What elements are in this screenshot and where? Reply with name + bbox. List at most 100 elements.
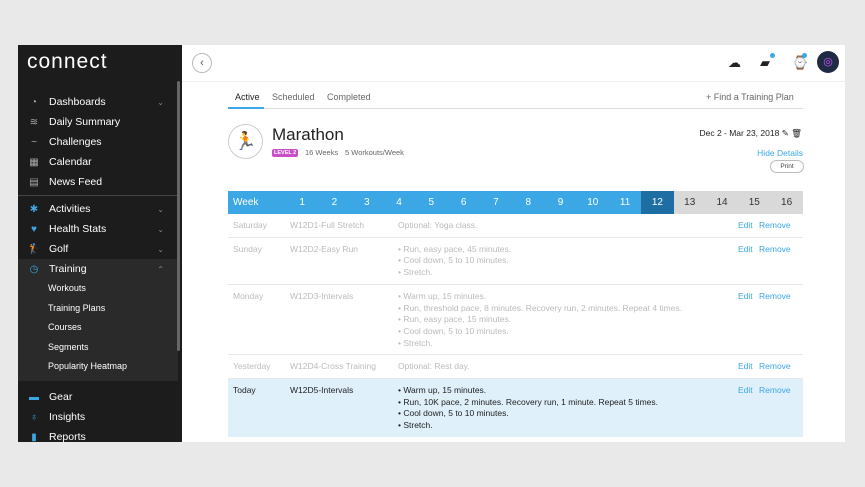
chevron-down-icon[interactable]: ⌄ [157,97,164,107]
sidebar-item-news-feed[interactable]: ▤ News Feed [18,172,178,192]
newspaper-icon: ▤ [29,176,39,188]
plan-dates: Dec 2 - Mar 23, 2018 ✎ 🗑 [699,128,802,139]
layers-icon: ≋ [29,116,39,128]
week-14-button[interactable]: 14 [705,191,739,214]
sidebar-item-health-stats[interactable]: ♥ Health Stats ⌄ [18,219,178,239]
workout-row: Today W12D5-Intervals • Warm up, 15 minute… [228,379,803,437]
sidebar-item-insights[interactable]: ♁ Insights [18,407,178,427]
sidebar-item-label: Health Stats [49,223,107,235]
workout-name[interactable]: W12D1-Full Stretch [290,220,365,230]
chevron-up-icon[interactable]: ⌃ [157,264,164,274]
sidebar-item-label: News Feed [49,176,103,188]
edit-link[interactable]: Edit [738,243,753,254]
sidebar-subitem-training-plans[interactable]: Training Plans [48,302,106,313]
trash-icon[interactable]: 🗑 [791,128,802,138]
sidebar-item-label: Activities [49,203,91,215]
sidebar-scrollbar[interactable] [177,81,180,351]
workout-step: • Run, 10K pace, 2 minutes. Recovery run… [398,396,658,407]
tab-completed[interactable]: Completed [327,92,371,102]
chevron-down-icon[interactable]: ⌄ [157,244,164,254]
chevron-down-icon[interactable]: ⌄ [157,224,164,234]
print-button[interactable]: Print [770,160,804,173]
week-7-button[interactable]: 7 [493,197,499,208]
hide-details-link[interactable]: Hide Details [757,148,803,158]
workout-step: • Stretch. [398,267,433,278]
workout-day: Today [233,385,256,396]
week-selector: Week 1 2 3 4 5 6 7 8 9 10 11 12 13 14 15 16 [228,191,803,214]
plan-title: Marathon [272,125,344,144]
edit-link[interactable]: Edit [738,385,753,396]
workout-step: • Warm up, 15 minutes. [398,290,487,301]
level-badge: LEVEL 2 [272,149,299,157]
edit-link[interactable]: Edit [738,290,753,301]
week-5-button[interactable]: 5 [428,197,435,208]
chevron-down-icon[interactable]: ⌄ [157,204,164,214]
connect-logo: connect [27,50,108,73]
sidebar-item-training[interactable]: ◷ Training ⌃ [18,259,178,279]
shoe-icon: ▬ [29,391,39,403]
sidebar-subitem-popularity-heatmap[interactable]: Popularity Heatmap [48,361,128,372]
avatar[interactable]: ◎ [817,51,839,73]
week-15-button[interactable]: 15 [738,191,771,214]
edit-link[interactable]: Edit [738,220,753,230]
cloud-sync-icon[interactable]: ☁ [728,55,741,70]
sidebar-subitem-segments[interactable]: Segments [48,341,89,352]
week-10-button[interactable]: 10 [587,197,599,208]
sidebar-item-activities[interactable]: ✱ Activities ⌄ [18,199,178,219]
week-9-button[interactable]: 9 [557,197,564,208]
person-icon: ✱ [29,203,39,215]
watch-icon[interactable]: ⌚ [792,53,809,70]
remove-link[interactable]: Remove [759,361,791,372]
week-4-button[interactable]: 4 [396,197,402,208]
heart-icon: ♥ [31,223,37,235]
workout-name[interactable]: W12D4-Cross Training [290,361,376,372]
week-2-button[interactable]: 2 [331,197,338,208]
sidebar-item-gear[interactable]: ▬ Gear [18,387,178,407]
workout-row: Sunday W12D2-Easy Run • Run, easy pace, 45… [228,238,803,285]
remove-link[interactable]: Remove [759,385,791,396]
calendar-icon: ▦ [29,156,39,168]
sidebar-item-dashboards[interactable]: ◔ Dashboards ⌄ [18,92,178,112]
sidebar-item-label: Challenges [49,136,102,148]
week-1-button[interactable]: 1 [299,197,305,208]
find-training-plan-link[interactable]: + Find a Training Plan [706,92,794,102]
workout-name[interactable]: W12D2-Easy Run [290,243,359,254]
tab-active[interactable]: Active [235,92,260,102]
week-12-button[interactable]: 12 [641,191,674,214]
active-tab-indicator [228,107,264,109]
week-13-button[interactable]: 13 [673,191,706,214]
bar-chart-icon: ▮ [31,431,37,443]
week-8-button[interactable]: 8 [525,197,531,208]
edit-pencil-icon[interactable]: ✎ [781,128,789,138]
sidebar-item-daily-summary[interactable]: ≋ Daily Summary [18,112,178,132]
sidebar-item-golf[interactable]: 🏌 Golf ⌄ [18,239,178,259]
workout-step: • Cool down, 5 to 10 minutes. [398,325,509,336]
workout-row: Saturday W12D1-Full Stretch Optional: Yoga… [228,214,803,238]
plan-weeks: 16 Weeks [305,148,339,157]
remove-link[interactable]: Remove [759,243,791,254]
sidebar-subitem-workouts[interactable]: Workouts [48,283,86,293]
remove-link[interactable]: Remove [759,290,791,301]
sidebar-item-reports[interactable]: ▮ Reports [18,427,178,442]
workout-name[interactable]: W12D5-Intervals [290,385,354,396]
sidebar: connect ◔ Dashboards ⌄ ≋ Daily Summary ~ Chall… [18,45,182,442]
runner-icon: 🏃 [228,124,263,159]
remove-link[interactable]: Remove [759,220,791,230]
sidebar-item-calendar[interactable]: ▦ Calendar [18,152,178,172]
week-11-button[interactable]: 11 [619,197,631,208]
edit-link[interactable]: Edit [738,361,753,372]
workout-name[interactable]: W12D3-Intervals [290,290,354,301]
collapse-sidebar-button[interactable]: ‹ [192,53,212,73]
sidebar-subitem-courses[interactable]: Courses [48,322,82,333]
week-3-button[interactable]: 3 [363,197,370,208]
sidebar-item-challenges[interactable]: ~ Challenges [18,132,178,152]
tab-scheduled[interactable]: Scheduled [272,92,315,102]
workout-day: Sunday [233,243,262,254]
inbox-icon[interactable]: ▰ [760,53,775,71]
week-16-button[interactable]: 16 [770,191,803,214]
workout-row: Monday W12D3-Intervals • Warm up, 15 minut… [228,285,803,356]
training-section-bg [18,259,178,381]
week-label: Week [233,197,259,208]
stopwatch-icon: ◷ [29,263,39,275]
week-6-button[interactable]: 6 [460,197,467,208]
